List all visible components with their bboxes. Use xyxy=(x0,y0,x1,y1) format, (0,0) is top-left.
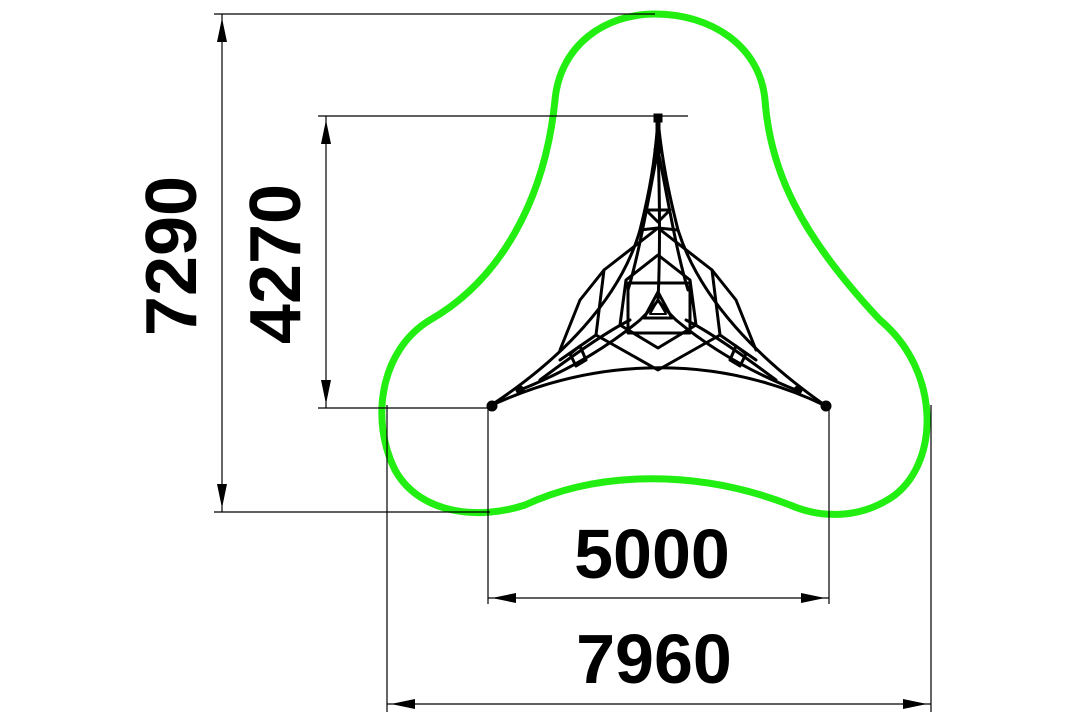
dimension-total-width xyxy=(386,405,932,712)
structure-height-label: 4270 xyxy=(236,184,316,344)
total-width-label: 7960 xyxy=(576,620,732,698)
left-foot-anchor xyxy=(486,400,498,412)
dimension-structure-height xyxy=(318,115,688,409)
dimension-structure-width xyxy=(487,408,830,604)
rope-line xyxy=(558,268,606,352)
dimension-total-height xyxy=(214,13,655,513)
right-foot-anchor xyxy=(820,400,832,412)
rope-line xyxy=(656,148,690,292)
mast-anchor xyxy=(653,145,663,155)
rope-line xyxy=(718,333,758,362)
net-ring-square xyxy=(626,281,692,335)
net-upper-triangle xyxy=(644,208,672,224)
rope-line xyxy=(638,226,680,232)
net-ring-middle xyxy=(618,253,698,350)
net-ring-inner xyxy=(642,290,674,320)
rope-line xyxy=(538,318,632,382)
pyramid-bottom-edge xyxy=(488,366,828,408)
mast-top xyxy=(653,113,663,123)
rope-line xyxy=(710,268,758,352)
rope-line xyxy=(684,318,778,382)
rope-line xyxy=(558,333,598,362)
left-mid-anchor xyxy=(515,385,525,395)
anchor-points xyxy=(486,113,832,412)
total-height-label: 7290 xyxy=(132,176,212,336)
right-mid-anchor xyxy=(793,385,803,395)
net-ring-core xyxy=(649,299,667,315)
rope-line xyxy=(626,148,660,292)
rope-pyramid-structure xyxy=(488,118,828,408)
pyramid-left-edge xyxy=(488,118,660,408)
structure-width-label: 5000 xyxy=(574,515,730,593)
safety-zone-outline xyxy=(378,10,931,518)
pyramid-top-ridge xyxy=(656,148,661,302)
